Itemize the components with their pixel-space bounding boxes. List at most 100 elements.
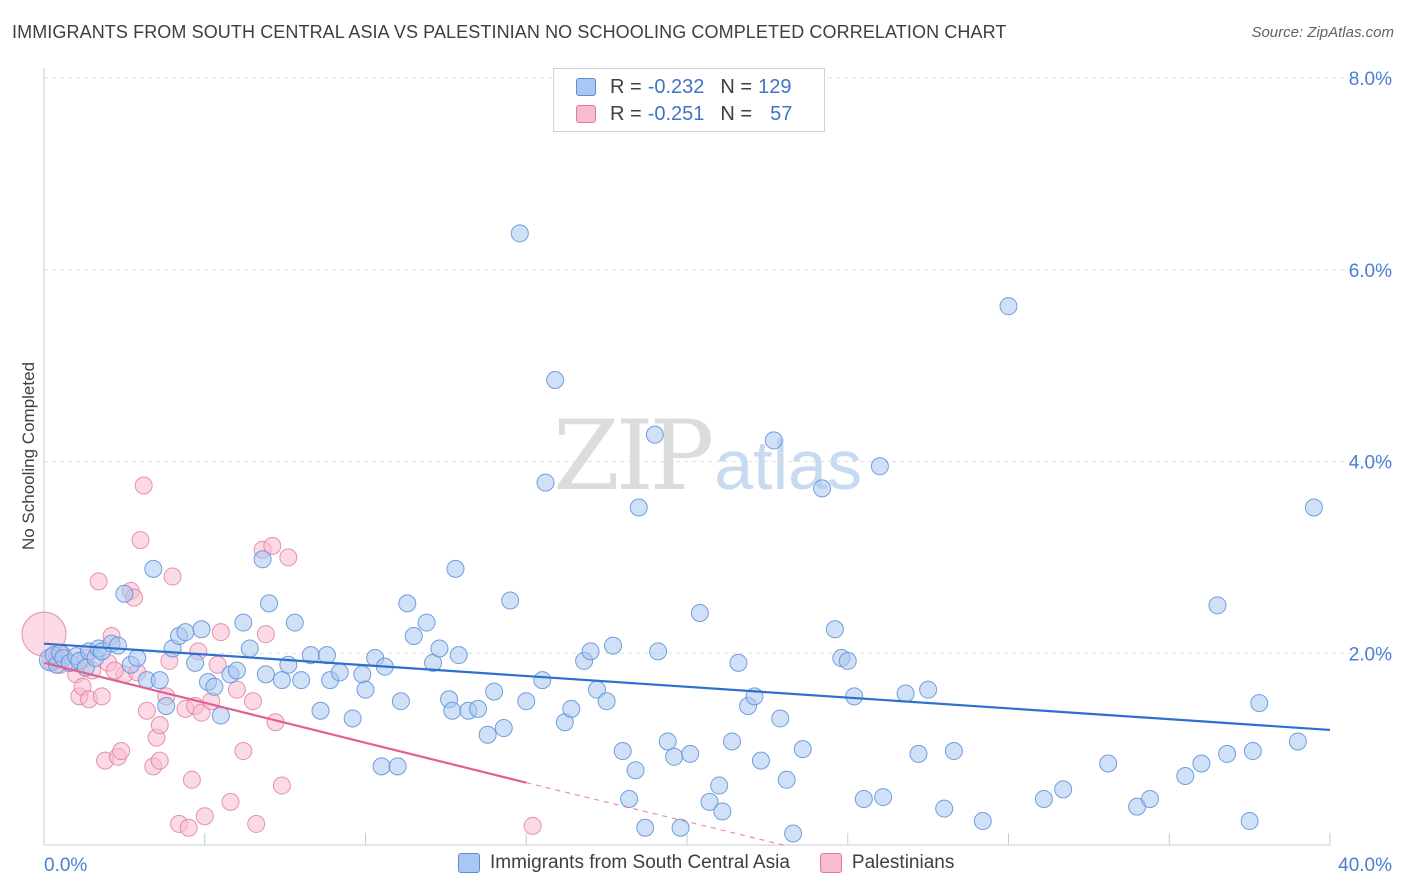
- immigrants-point: [240, 639, 259, 658]
- palestinians-point: [192, 703, 211, 722]
- immigrants-point: [443, 701, 462, 720]
- immigrants-point: [150, 671, 169, 690]
- immigrants-point: [620, 789, 639, 808]
- immigrants-point: [536, 473, 555, 492]
- immigrants-point: [784, 824, 803, 843]
- immigrants-point: [417, 613, 436, 632]
- immigrants-point: [546, 371, 565, 390]
- legend-swatch-blue: [576, 78, 596, 96]
- immigrants-point: [1304, 498, 1323, 517]
- immigrants-point: [919, 680, 938, 699]
- immigrants-point: [176, 623, 195, 642]
- palestinians-point: [256, 625, 275, 644]
- immigrants-point: [533, 671, 552, 690]
- palestinians-point: [227, 680, 246, 699]
- palestinians-point: [279, 548, 298, 567]
- immigrants-point: [825, 620, 844, 639]
- legend-r-label: R =: [610, 75, 642, 98]
- immigrants-point: [870, 457, 889, 476]
- tick-labels: 2.0% 4.0% 6.0% 8.0% 0.0% 40.0%: [44, 69, 1392, 876]
- immigrants-point: [1192, 754, 1211, 773]
- immigrants-point: [356, 680, 375, 699]
- immigrants-point: [253, 550, 272, 569]
- watermark-atlas: atlas: [714, 426, 863, 504]
- immigrants-point: [944, 742, 963, 761]
- immigrants-point: [729, 653, 748, 672]
- immigrants-point: [626, 761, 645, 780]
- x-tick-label: 40.0%: [1338, 855, 1392, 876]
- immigrants-point: [604, 636, 623, 655]
- palestinians-point: [272, 776, 291, 795]
- palestinians-point: [221, 792, 240, 811]
- palestinians-point: [112, 742, 131, 761]
- immigrants-point: [710, 776, 729, 795]
- immigrants-point: [485, 682, 504, 701]
- immigrants-point: [144, 559, 163, 578]
- palestinians-point: [150, 716, 169, 735]
- immigrants-point: [260, 594, 279, 613]
- x-tick-label: 0.0%: [44, 855, 87, 876]
- palestinians-point: [89, 572, 108, 591]
- series-legend-palestinians: Palestinians: [819, 852, 955, 874]
- immigrants-point: [999, 297, 1018, 316]
- immigrants-point: [205, 677, 224, 696]
- palestinians-point: [105, 661, 124, 680]
- y-tick-label: 2.0%: [1349, 644, 1392, 665]
- immigrants-point: [157, 696, 176, 715]
- immigrants-point: [404, 626, 423, 645]
- legend-n-value: 57: [770, 102, 793, 125]
- y-tick-label: 6.0%: [1349, 261, 1392, 282]
- immigrants-point: [186, 653, 205, 672]
- series-legend-immigrants: Immigrants from South Central Asia: [458, 852, 790, 874]
- series-swatch-blue: [458, 853, 480, 873]
- immigrants-point: [115, 584, 134, 603]
- immigrants-point: [649, 642, 668, 661]
- immigrants-point: [1240, 812, 1259, 831]
- immigrants-point: [317, 646, 336, 665]
- palestinians-point: [182, 770, 201, 789]
- immigrants-point: [478, 725, 497, 744]
- immigrants-point: [973, 812, 992, 831]
- legend-r-label: R =: [610, 102, 642, 125]
- palestinians-point: [163, 567, 182, 586]
- palestinians-point: [243, 692, 262, 711]
- series-legend: Immigrants from South Central Asia Pales…: [458, 852, 984, 874]
- series-swatch-pink: [819, 853, 842, 873]
- immigrants-point: [629, 498, 648, 517]
- y-tick-label: 8.0%: [1349, 69, 1392, 90]
- immigrants-point: [690, 603, 709, 622]
- immigrants-point: [388, 757, 407, 776]
- palestinians-point: [134, 476, 153, 495]
- immigrants-point: [517, 692, 536, 711]
- palestinians-trend-extension: [526, 782, 784, 846]
- immigrants-point: [581, 642, 600, 661]
- palestinians-point: [92, 687, 111, 706]
- immigrants-point: [372, 757, 391, 776]
- immigrants-point: [330, 663, 349, 682]
- immigrants-point: [896, 684, 915, 703]
- immigrants-point: [108, 636, 127, 655]
- palestinians-point: [211, 623, 230, 642]
- immigrants-point: [562, 699, 581, 718]
- source-credit: Source: ZipAtlas.com: [1251, 24, 1394, 41]
- palestinians-point: [131, 531, 150, 550]
- immigrants-point: [398, 594, 417, 613]
- immigrants-point: [446, 559, 465, 578]
- immigrants-point: [1099, 754, 1118, 773]
- immigrants-point: [256, 665, 275, 684]
- series-label-palestinians: Palestinians: [851, 852, 955, 873]
- chart-title: IMMIGRANTS FROM SOUTH CENTRAL ASIA VS PA…: [12, 22, 1007, 42]
- immigrants-point: [838, 651, 857, 670]
- immigrants-point: [700, 792, 719, 811]
- immigrants-point: [469, 699, 488, 718]
- grid-lines: [44, 77, 1392, 654]
- immigrants-point: [1176, 766, 1195, 785]
- immigrants-point: [681, 744, 700, 763]
- palestinians-point: [234, 742, 253, 761]
- series-label-immigrants: Immigrants from South Central Asia: [490, 852, 790, 873]
- palestinians-point: [179, 818, 198, 837]
- immigrants-point: [613, 742, 632, 761]
- immigrants-point: [845, 687, 864, 706]
- immigrants-point: [449, 646, 468, 665]
